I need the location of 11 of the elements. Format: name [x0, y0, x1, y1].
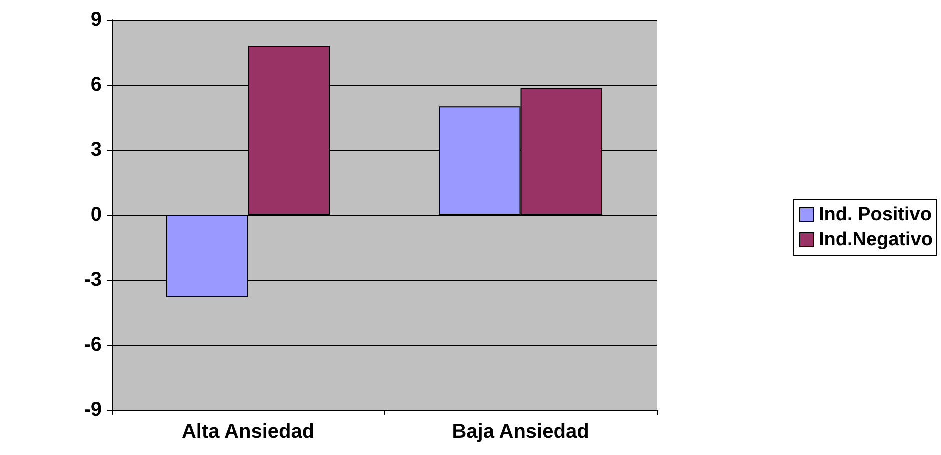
y-tick-label: -3 [84, 269, 102, 291]
y-tick-label: 0 [90, 204, 102, 226]
x-tick-label: Baja Ansiedad [452, 421, 590, 443]
y-tick-label: 6 [90, 74, 102, 96]
legend-label: Ind. Positivo [818, 204, 932, 226]
y-tick-label: 9 [90, 9, 102, 31]
y-tick-label: -9 [84, 399, 102, 421]
y-tick-label: 3 [90, 139, 102, 161]
legend-label: Ind.Negativo [818, 230, 934, 250]
x-tick-label: Alta Ansiedad [182, 421, 315, 443]
y-tick-label: -6 [84, 334, 102, 356]
